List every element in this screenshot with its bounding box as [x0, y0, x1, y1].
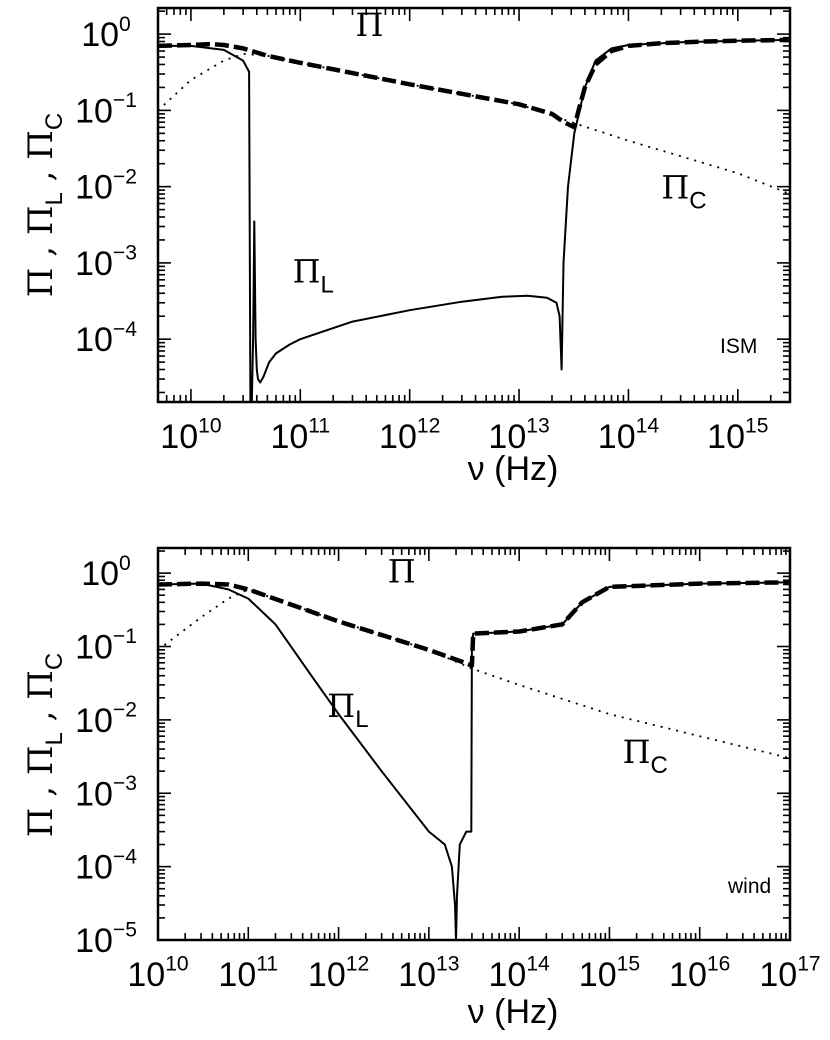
series-dotted [158, 588, 790, 760]
y-tick-label: 10−4 [75, 318, 137, 359]
x-tick-label: 1015 [579, 953, 640, 994]
y-tick-label: 10−4 [75, 845, 137, 886]
x-tick-label: 1010 [160, 415, 221, 456]
x-ticks [157, 548, 791, 940]
series-group [158, 37, 790, 402]
x-tick-label: 1013 [488, 415, 549, 456]
x-tick-label: 1010 [127, 953, 188, 994]
series-solid [158, 581, 790, 940]
x-tick-label: 1017 [759, 953, 820, 994]
curve-label: Π [388, 552, 416, 590]
curve-label: Π [356, 6, 384, 44]
x-axis-label: ν (Hz) [468, 993, 559, 1031]
y-tick-label: 10−3 [75, 772, 137, 813]
y-axis-label: Π , ΠL , ΠC [21, 653, 68, 838]
x-tick-label: 1014 [598, 415, 660, 456]
y-tick-label: 10−5 [75, 919, 137, 960]
x-tick-label: 1016 [669, 953, 730, 994]
y-tick-label: 10−2 [75, 165, 137, 206]
curve-label: ΠL [293, 253, 334, 299]
y-tick-label: 100 [81, 13, 131, 54]
x-tick-label: 1015 [707, 415, 768, 456]
panel-label: ISM [720, 335, 757, 358]
y-ticks [158, 550, 790, 941]
panel-wind: 1010 1011 1012 1013 1014 1015 1016 1017 10−5 10−4… [21, 546, 821, 1031]
y-tick-label: 10−1 [75, 89, 137, 130]
panel-ism: 1010 1011 1012 1013 1014 1015 10−4 10−3 10−2 10−1… [21, 6, 792, 488]
series-group [158, 580, 790, 940]
curve-label: ΠL [327, 687, 368, 733]
y-tick-label: 10−2 [75, 699, 137, 740]
x-tick-label: 1011 [270, 415, 330, 456]
x-tick-label: 1012 [308, 953, 369, 994]
x-tick-label: 1011 [218, 953, 278, 994]
y-tick-label: 100 [81, 552, 131, 593]
x-tick-label: 1014 [489, 953, 551, 994]
x-tick-label: 1013 [398, 953, 459, 994]
series-dashed [158, 580, 790, 668]
x-axis-label: ν (Hz) [468, 450, 559, 488]
series-solid [158, 38, 790, 402]
curve-label: ΠC [623, 733, 668, 779]
plot-frame [156, 6, 792, 404]
y-axis-label: Π , ΠL , ΠC [21, 113, 68, 298]
x-tick-label: 1012 [379, 415, 440, 456]
curve-label: ΠC [661, 168, 706, 214]
series-dotted [158, 53, 790, 195]
y-tick-label: 10−3 [75, 242, 137, 283]
y-tick-label: 10−1 [75, 625, 137, 666]
series-dashed [158, 37, 790, 130]
panel-label: wind [727, 875, 771, 898]
plot-frame [156, 546, 792, 942]
